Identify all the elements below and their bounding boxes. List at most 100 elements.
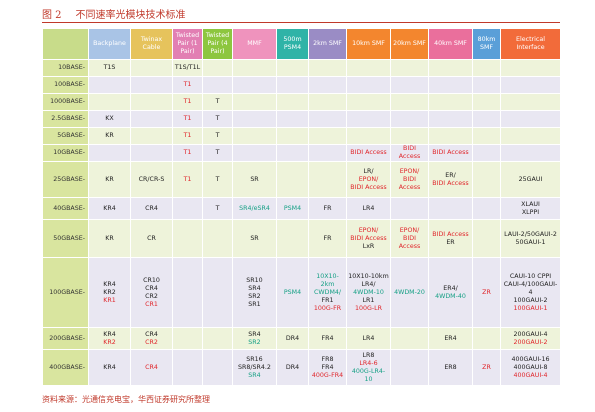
table-cell: BIDI Access [428, 144, 473, 162]
table-cell: CR/CR-S [130, 161, 173, 198]
table-cell: DR4 [276, 327, 309, 350]
cell-line: T1S [103, 64, 116, 71]
cell-line: ER4/ [443, 284, 458, 292]
table-cell [472, 93, 501, 111]
table-cell [308, 161, 347, 198]
row-label: 10GBASE- [42, 144, 89, 162]
table-cell: 10X10-10km LR4/4WDM-10 LR1 100G-LR [346, 257, 391, 328]
table-cell [472, 327, 501, 350]
table-cell: CR4 [130, 349, 173, 386]
table-row: 2.5GBASE- KX T1 T [42, 110, 561, 128]
table-cell [346, 93, 391, 111]
row-label: 5GBASE- [42, 127, 89, 145]
cell-line: 10X10-10km [348, 272, 389, 280]
cell-line: FR4 [321, 334, 334, 342]
cell-line: BIDI Access [398, 145, 421, 161]
table-cell [232, 110, 277, 128]
table-cell: KR4 KR2 KR1 [88, 257, 131, 328]
cell-line: CWDM4/ [313, 288, 342, 296]
cell-line: BIDI Access [432, 179, 469, 187]
table-cell: 25GAUI [500, 161, 561, 198]
table-cell: CR [130, 219, 173, 258]
row-label: 100BASE- [42, 76, 89, 94]
cell-line: LR4 [362, 204, 375, 212]
table-cell [88, 93, 131, 111]
table-row: 25GBASE- KR CR/CR-S T1 T SR LR/EPON/BIDI Acces… [42, 161, 561, 198]
table-cell [202, 219, 233, 258]
table-cell: T [202, 197, 233, 220]
cell-line: 400GAUI-4 [513, 371, 548, 379]
table-cell [232, 59, 277, 77]
table-cell [346, 76, 391, 94]
cell-line: 200GAUI-4 [513, 330, 548, 338]
table-cell: ER/BIDI Access [428, 161, 473, 198]
table-cell: FR [308, 219, 347, 258]
cell-line: KR2 [103, 288, 116, 296]
cell-line: EPON/ [399, 226, 420, 234]
table-cell [428, 127, 473, 145]
table-cell [472, 144, 501, 162]
cell-line: 200GAUI-2 [513, 338, 548, 346]
column-header: Electrical Interface [500, 28, 561, 60]
cell-line: CR4 [145, 330, 158, 338]
row-label: 40GBASE- [42, 197, 89, 220]
cell-line: LR/ [363, 167, 374, 175]
table-cell: 10X10-2km CWDM4/FR1 100G-FR [308, 257, 347, 328]
table-cell: KX [88, 110, 131, 128]
table-cell: T1 [172, 144, 203, 162]
row-label: 50GBASE- [42, 219, 89, 258]
table-cell: FR8 FR4 400G-FR4 [308, 349, 347, 386]
table-cell [130, 93, 173, 111]
cell-line: LAUI-2/50GAUI-2 [504, 230, 557, 238]
table-cell [390, 327, 429, 350]
table-row: 100BASE- T1 [42, 76, 561, 94]
table-cell [500, 110, 561, 128]
row-label: 10BASE- [42, 59, 89, 77]
cell-line: SR16 [246, 355, 263, 363]
table-cell [172, 327, 203, 350]
corner-cell [42, 28, 89, 60]
cell-line: LR1 [362, 296, 375, 304]
table-cell: CR4 CR2 [130, 327, 173, 350]
cell-line: DR4 [285, 334, 300, 342]
table-cell: CR10 CR4 CR2 CR1 [130, 257, 173, 328]
cell-line: FR4 [321, 363, 334, 371]
cell-line: ER4 [444, 334, 457, 342]
table-cell: T [202, 93, 233, 111]
cell-line: CR/CR-S [138, 175, 165, 183]
table-cell: SR [232, 161, 277, 198]
table-cell: LR4 [346, 197, 391, 220]
cell-line: FR8 [321, 355, 334, 363]
table-cell [500, 59, 561, 77]
cell-line: T [215, 98, 220, 105]
table-cell: ZR [472, 257, 501, 328]
table-cell [130, 59, 173, 77]
table-cell: LR8 LR4-6 400G-LR4-10 [346, 349, 391, 386]
table-cell [390, 93, 429, 111]
table-cell: BIDI Access [346, 144, 391, 162]
cell-line: SR [250, 175, 259, 183]
table-cell [232, 144, 277, 162]
table-cell [500, 93, 561, 111]
cell-line: BIDI Access [432, 149, 469, 156]
cell-line: CR4 [145, 204, 158, 212]
table-cell: CR4 [130, 197, 173, 220]
cell-line: T1 [183, 175, 192, 183]
cell-line: KR4 [103, 330, 116, 338]
cell-line: EPON/ [358, 226, 379, 234]
table-row: 200GBASE- KR4 KR2 CR4 CR2 SR4 SR2 DR4 FR4 LR4 ER4 2… [42, 327, 561, 350]
cell-line: SR [250, 234, 259, 242]
table-cell: ZR [472, 349, 501, 386]
cell-line: CR2 [145, 338, 158, 346]
table-cell [130, 110, 173, 128]
source-note: 资料来源：光通信充电宝，华西证券研究所整理 [42, 395, 210, 404]
table-cell [428, 197, 473, 220]
table-cell [428, 76, 473, 94]
cell-line: 25GAUI [518, 175, 543, 183]
cell-line: BIDI Access [398, 234, 421, 250]
table-cell [202, 257, 233, 328]
cell-line: ER8 [444, 363, 457, 371]
row-label: 25GBASE- [42, 161, 89, 198]
table-cell: ER4 [428, 327, 473, 350]
figure-number: 图 2 [42, 10, 62, 21]
